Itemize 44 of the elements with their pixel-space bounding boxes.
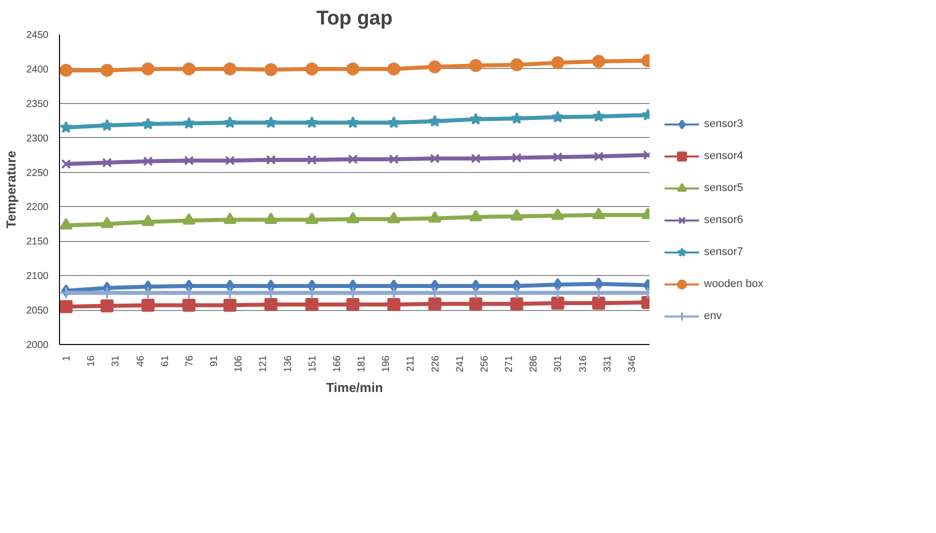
legend-label: sensor7 bbox=[704, 246, 744, 258]
x-tick-label: 121 bbox=[258, 355, 270, 372]
y-tick-label: 2350 bbox=[26, 98, 49, 110]
x-tick-label: 286 bbox=[528, 355, 540, 372]
y-tick-label: 2400 bbox=[26, 64, 49, 76]
x-tick-label: 91 bbox=[209, 355, 220, 367]
x-tick-label: 151 bbox=[307, 355, 318, 372]
legend-label: sensor5 bbox=[704, 182, 744, 194]
x-tick-label: 76 bbox=[184, 355, 196, 367]
x-tick-label: 1 bbox=[62, 355, 73, 362]
x-tick-label: 271 bbox=[504, 355, 516, 372]
y-tick-label: 2300 bbox=[26, 133, 49, 144]
x-tick-label: 61 bbox=[160, 355, 171, 367]
x-tick-label: 211 bbox=[406, 355, 417, 372]
x-tick-label: 166 bbox=[332, 355, 343, 372]
x-tick-label: 196 bbox=[381, 355, 392, 372]
x-tick-label: 181 bbox=[356, 355, 368, 372]
y-tick-label: 2450 bbox=[26, 30, 49, 41]
y-tick-label: 2100 bbox=[26, 271, 49, 282]
y-tick-label: 2000 bbox=[26, 340, 49, 351]
y-tick-label: 2250 bbox=[26, 168, 49, 179]
x-tick-label: 31 bbox=[110, 355, 122, 367]
y-axis-title: Temperature bbox=[3, 150, 18, 228]
legend-label: wooden box bbox=[704, 278, 764, 290]
chart-title: Top gap bbox=[316, 8, 393, 30]
x-tick-label: 16 bbox=[86, 355, 98, 367]
x-axis-title: Time/min bbox=[326, 380, 383, 396]
x-tick-label: 136 bbox=[282, 355, 294, 372]
y-tick-label: 2200 bbox=[26, 202, 49, 214]
x-tick-label: 301 bbox=[553, 355, 564, 372]
legend-label: sensor4 bbox=[704, 150, 744, 162]
legend-label: sensor6 bbox=[704, 214, 744, 226]
x-tick-label: 346 bbox=[626, 355, 638, 372]
x-tick-label: 241 bbox=[454, 355, 466, 372]
x-tick-label: 331 bbox=[602, 355, 614, 372]
x-tick-label: 226 bbox=[430, 355, 442, 372]
legend-label: sensor3 bbox=[704, 118, 744, 130]
x-tick-label: 106 bbox=[234, 355, 245, 372]
x-tick-label: 316 bbox=[578, 355, 589, 372]
legend-label: env bbox=[704, 310, 723, 322]
x-tick-label: 256 bbox=[479, 355, 490, 372]
x-tick-label: 46 bbox=[135, 355, 146, 367]
y-tick-label: 2050 bbox=[26, 306, 49, 317]
y-tick-label: 2150 bbox=[26, 236, 49, 248]
